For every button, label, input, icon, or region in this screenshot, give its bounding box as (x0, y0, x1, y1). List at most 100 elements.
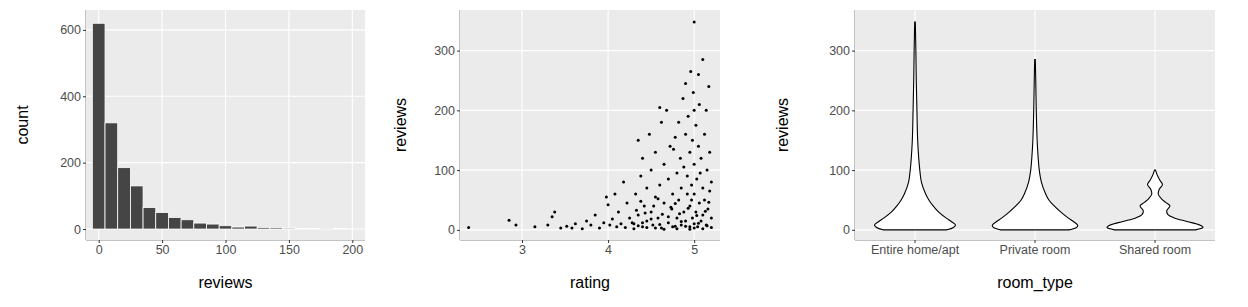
grid-line (162, 10, 163, 240)
point (589, 224, 592, 227)
tick-label: Shared room (1119, 243, 1191, 257)
point (635, 209, 638, 212)
point (658, 223, 661, 226)
point (608, 224, 611, 227)
tick-label: 5 (691, 243, 698, 257)
grid (855, 10, 1215, 240)
point (687, 115, 690, 118)
point (710, 216, 713, 219)
point (680, 224, 683, 227)
marks (874, 22, 1203, 230)
tick-label: 0 (96, 243, 103, 257)
panel: 0100200300345ratingreviews (392, 10, 720, 291)
point (667, 221, 670, 224)
bar (232, 227, 245, 229)
tick: 5 (691, 240, 698, 257)
tick: 0 (74, 223, 86, 237)
point (691, 216, 694, 219)
point (693, 193, 696, 196)
grid-line (225, 10, 226, 240)
point (663, 228, 666, 231)
point (565, 225, 568, 228)
tick-label: 0 (448, 223, 455, 237)
point (581, 227, 584, 230)
tick: 600 (60, 23, 86, 37)
point (692, 91, 695, 94)
point (707, 85, 710, 88)
point (594, 213, 597, 216)
tick-label: 600 (60, 23, 81, 37)
point (663, 201, 666, 204)
point (701, 213, 704, 216)
grid-line (352, 10, 353, 240)
bar (283, 228, 296, 230)
point (570, 227, 573, 230)
point (657, 197, 660, 200)
point (654, 227, 657, 230)
tick: 100 (829, 164, 855, 178)
tick-label: 100 (216, 243, 237, 257)
point (697, 73, 700, 76)
point (637, 224, 640, 227)
bar (105, 123, 118, 229)
violin (992, 60, 1077, 230)
point (553, 210, 556, 213)
point (559, 227, 562, 230)
bar (219, 226, 232, 229)
point (641, 157, 644, 160)
point (667, 215, 670, 218)
y-axis-title: count (14, 105, 31, 145)
tick-label: 300 (434, 44, 455, 58)
tick-mark (852, 230, 855, 231)
point (684, 219, 687, 222)
tick-mark (457, 110, 460, 111)
point (663, 163, 666, 166)
tick-mark (83, 229, 86, 230)
tick: 0 (843, 223, 855, 237)
bar (168, 217, 181, 229)
violin (874, 22, 955, 230)
point (686, 193, 689, 196)
point (701, 58, 704, 61)
point (632, 222, 635, 225)
point (686, 175, 689, 178)
grid (460, 10, 720, 240)
bar (143, 207, 156, 229)
bar (181, 220, 194, 229)
point (703, 198, 706, 201)
point (698, 201, 701, 204)
x-axis-title: rating (570, 274, 610, 291)
point (652, 204, 655, 207)
point (628, 216, 631, 219)
point (707, 201, 710, 204)
marks (467, 20, 713, 230)
grid-line (460, 229, 720, 230)
x-axis-title: room_type (997, 274, 1073, 292)
grid-line (460, 110, 720, 111)
point (684, 225, 687, 228)
point (701, 227, 704, 230)
point (706, 169, 709, 172)
point (693, 20, 696, 23)
x-axis: Entire home/aptPrivate roomShared room (855, 240, 1215, 257)
point (661, 213, 664, 216)
tick: 200 (342, 240, 363, 257)
bar (156, 212, 169, 229)
point (678, 212, 681, 215)
point (695, 178, 698, 181)
point (637, 139, 640, 142)
grid-line (288, 10, 289, 240)
point (654, 195, 657, 198)
point (624, 226, 627, 229)
point (690, 184, 693, 187)
point (698, 103, 701, 106)
y-axis-title: reviews (774, 98, 791, 152)
marks (92, 23, 346, 229)
tick-label: 100 (434, 164, 455, 178)
point (650, 210, 653, 213)
plot-background (855, 10, 1215, 240)
point (675, 216, 678, 219)
tick-label: 4 (605, 243, 612, 257)
point (697, 145, 700, 148)
point (669, 145, 672, 148)
